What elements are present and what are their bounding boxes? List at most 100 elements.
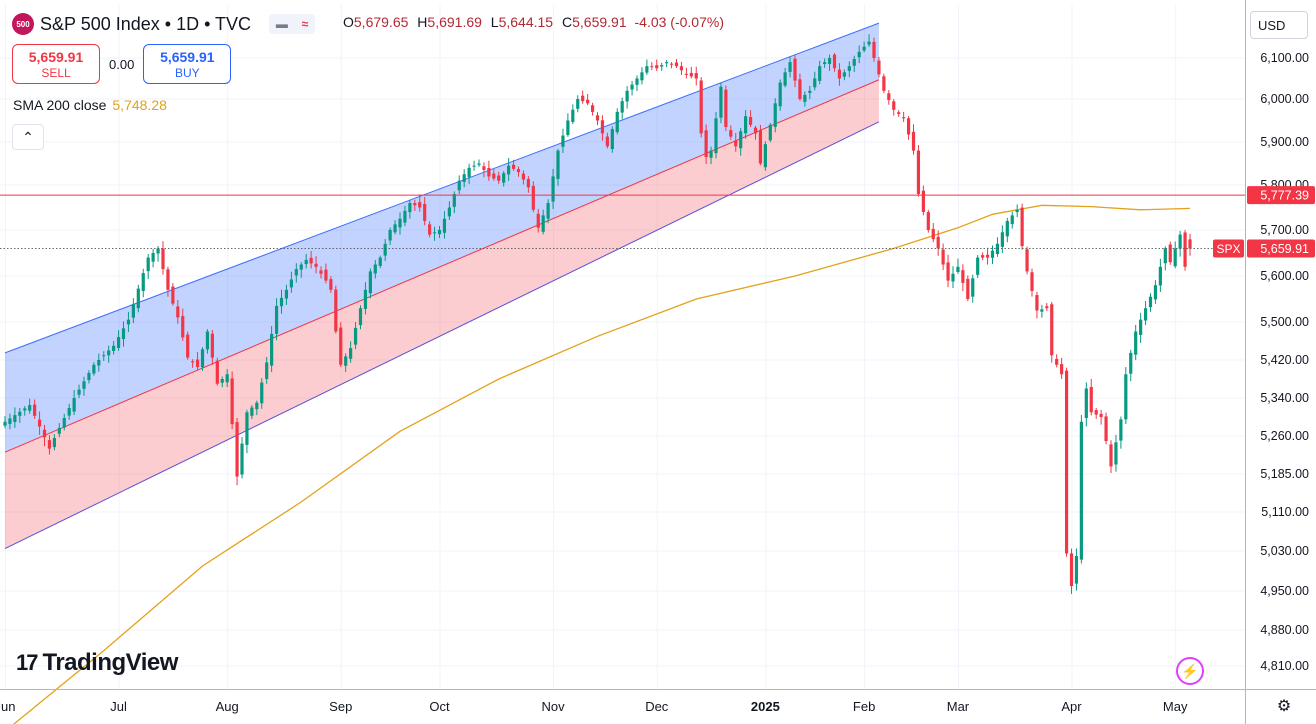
candle-body <box>304 259 308 265</box>
candle-body <box>595 115 600 121</box>
candle-body <box>82 381 86 389</box>
open-value: 5,679.65 <box>353 14 409 30</box>
candle-body <box>847 66 851 71</box>
candle-body <box>294 269 298 276</box>
candle-body <box>289 279 293 288</box>
candle-body <box>971 278 975 297</box>
candle-body <box>739 131 743 149</box>
currency-selector[interactable]: USD <box>1250 11 1308 39</box>
candle-body <box>161 248 165 270</box>
candle-body <box>872 41 876 58</box>
candle-body <box>166 269 170 290</box>
candle-body <box>299 264 303 270</box>
candle-body <box>1040 309 1044 312</box>
x-tick-label: Dec <box>645 699 669 714</box>
candle-body <box>383 243 387 256</box>
candle-body <box>1099 413 1103 417</box>
candle-body <box>679 66 684 71</box>
sma-legend[interactable]: SMA 200 close 5,748.28 <box>13 97 167 113</box>
gear-icon[interactable]: ⚙ <box>1276 698 1292 715</box>
candle-body <box>645 66 649 73</box>
candle-body <box>146 257 150 272</box>
y-tick-label: 5,260.00 <box>1260 429 1309 443</box>
candle-body <box>279 297 284 307</box>
candle-body <box>1074 556 1079 584</box>
candle-body <box>1030 272 1034 291</box>
change-value: -4.03 (-0.07%) <box>634 14 724 30</box>
candle-body <box>778 82 782 107</box>
candle-body <box>635 78 639 85</box>
candle-body <box>428 224 432 235</box>
candle-body <box>729 130 733 137</box>
candle-body <box>112 345 116 351</box>
close-label: C <box>561 14 573 30</box>
candle-body <box>813 78 817 88</box>
candle-body <box>699 80 703 134</box>
y-tick-label: 6,000.00 <box>1260 92 1309 106</box>
candle-body <box>897 112 901 115</box>
candle-body <box>571 109 575 122</box>
candle-body <box>1094 410 1098 415</box>
candle-body <box>541 215 545 232</box>
candle-body <box>689 72 693 77</box>
candle-body <box>951 273 955 282</box>
candle-body <box>615 111 619 133</box>
candle-body <box>892 101 896 110</box>
symbol-title[interactable]: S&P 500 Index • 1D • TVC <box>40 13 252 34</box>
collapse-legend-button[interactable]: ⌃ <box>12 124 44 150</box>
y-tick-label: 5,110.00 <box>1261 505 1309 519</box>
candle-body <box>181 316 185 338</box>
candle-body <box>324 269 328 281</box>
y-tick-label: 5,700.00 <box>1260 223 1309 237</box>
candle-body <box>1064 370 1069 554</box>
sell-button[interactable]: 5,659.91 SELL <box>12 44 100 84</box>
candle-body <box>1109 444 1113 467</box>
candle-body <box>1173 248 1177 267</box>
flash-icon[interactable]: ⚡ <box>1176 657 1204 685</box>
candle-body <box>600 120 605 134</box>
candle-body <box>121 328 126 340</box>
candle-body <box>373 264 377 274</box>
regression-channel <box>4 22 880 550</box>
buy-button[interactable]: 5,659.91 BUY <box>143 44 232 84</box>
candle-body <box>334 289 338 332</box>
close-value: 5,659.91 <box>572 14 627 30</box>
y-tick-label: 5,500.00 <box>1260 315 1309 329</box>
candle-body <box>511 164 516 169</box>
ohlc-readout: O5,679.65 H5,691.69 L5,644.15 C5,659.91 … <box>343 14 724 30</box>
candle-body <box>581 95 585 102</box>
candle-body <box>57 427 61 434</box>
symbol-tag <box>1213 239 1244 258</box>
price-levels <box>0 194 1245 249</box>
candle-body <box>1114 442 1118 465</box>
visibility-toggle[interactable]: ▬ ≈ <box>269 14 316 34</box>
candle-body <box>432 232 437 234</box>
candle-body <box>630 84 634 90</box>
candle-body <box>660 65 664 67</box>
horizontal-level-label: 5,777.39 <box>1260 189 1309 203</box>
candle-body <box>195 359 200 368</box>
candle-body <box>1084 388 1088 419</box>
candle-body <box>1015 209 1019 213</box>
candle-body <box>329 279 333 290</box>
candle-body <box>156 248 160 254</box>
tradingview-logo[interactable]: 17 TradingView <box>16 649 178 677</box>
candle-body <box>1050 304 1054 356</box>
candle-body <box>265 362 269 380</box>
channel-middle-line <box>4 79 880 453</box>
high-label: H <box>417 14 428 30</box>
y-tick-label: 5,185.00 <box>1260 467 1309 481</box>
x-tick-label: Jul <box>110 699 127 714</box>
logo-text: TradingView <box>42 649 178 676</box>
symbol-badge[interactable]: 500 <box>12 13 34 35</box>
candle-body <box>492 173 496 179</box>
candle-body <box>516 169 521 173</box>
candle-body <box>808 90 812 93</box>
candle-body <box>186 334 190 358</box>
candle-body <box>23 408 27 411</box>
candle-body <box>753 127 758 134</box>
candle-body <box>457 180 461 191</box>
candle-body <box>887 93 891 101</box>
